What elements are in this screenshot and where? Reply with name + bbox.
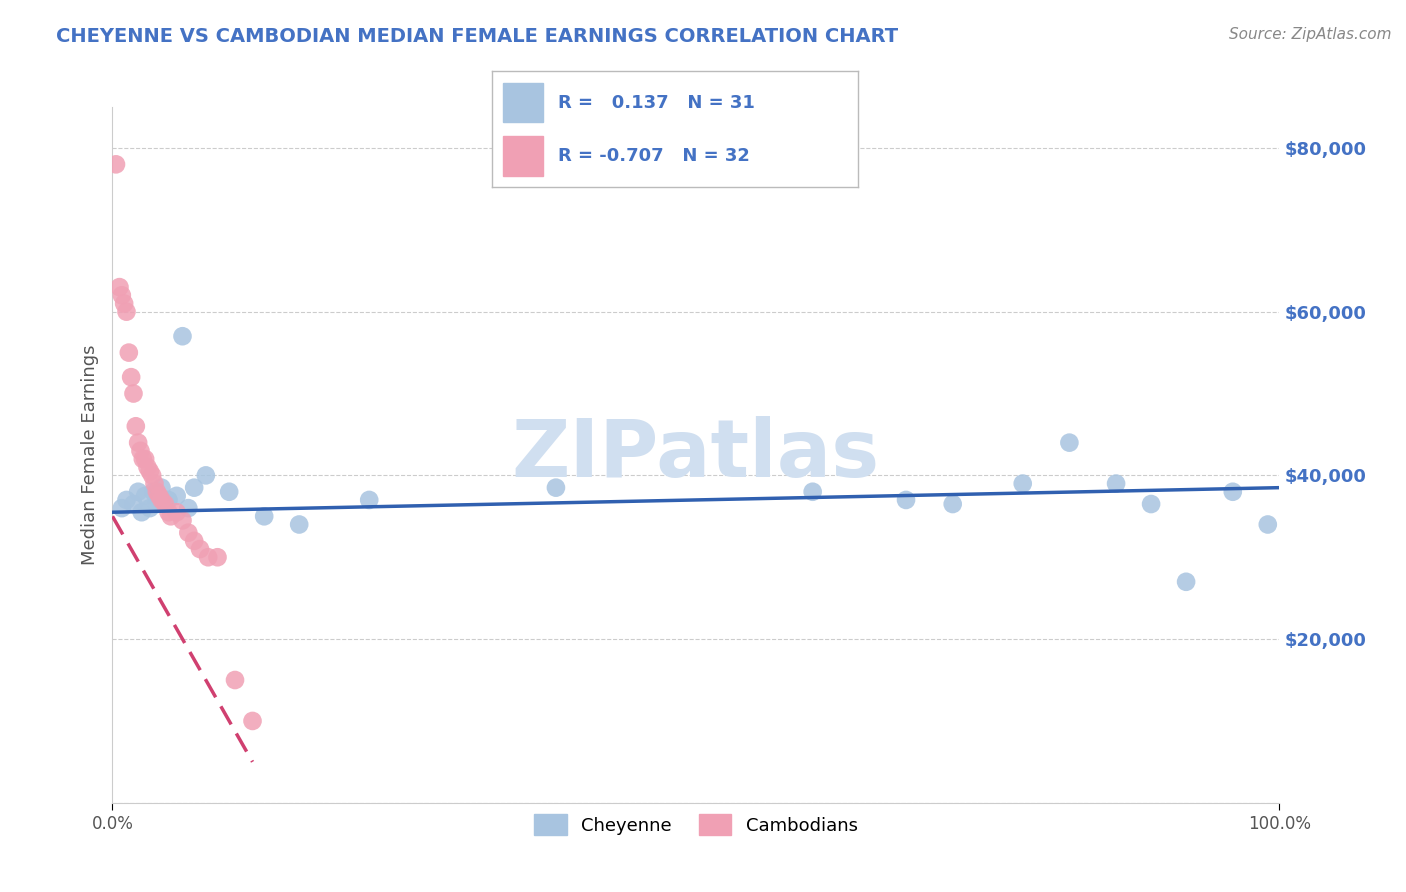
Point xyxy=(141,468,163,483)
Point xyxy=(801,484,824,499)
Point xyxy=(150,481,173,495)
Point xyxy=(127,484,149,499)
Point xyxy=(157,492,180,507)
Point xyxy=(544,481,567,495)
Point xyxy=(150,492,173,507)
Point xyxy=(1011,476,1033,491)
Point xyxy=(118,345,141,359)
Point xyxy=(183,533,205,548)
Point xyxy=(1140,497,1163,511)
Point xyxy=(146,484,169,499)
Point xyxy=(177,501,200,516)
Point xyxy=(183,481,205,495)
Bar xyxy=(503,136,543,176)
Point xyxy=(188,542,211,557)
Point xyxy=(115,304,138,318)
Point xyxy=(894,492,917,507)
Point xyxy=(108,280,131,294)
Point xyxy=(197,550,219,565)
Point xyxy=(104,157,127,171)
Point xyxy=(122,386,145,401)
Point xyxy=(172,329,194,343)
Point xyxy=(111,501,134,516)
Point xyxy=(172,513,194,527)
Point xyxy=(1175,574,1198,589)
Point xyxy=(177,525,200,540)
Point xyxy=(288,517,311,532)
Text: CHEYENNE VS CAMBODIAN MEDIAN FEMALE EARNINGS CORRELATION CHART: CHEYENNE VS CAMBODIAN MEDIAN FEMALE EARN… xyxy=(56,27,898,45)
Point xyxy=(207,550,229,565)
Y-axis label: Median Female Earnings: Median Female Earnings xyxy=(80,344,98,566)
Point xyxy=(127,435,149,450)
Point xyxy=(142,484,165,499)
Legend: Cheyenne, Cambodians: Cheyenne, Cambodians xyxy=(527,807,865,842)
Point xyxy=(153,497,176,511)
Point xyxy=(218,484,240,499)
Point xyxy=(131,505,153,519)
Point xyxy=(194,468,217,483)
Point xyxy=(1257,517,1279,532)
Point xyxy=(139,501,162,516)
Point xyxy=(143,476,166,491)
Text: Source: ZipAtlas.com: Source: ZipAtlas.com xyxy=(1229,27,1392,42)
Point xyxy=(139,464,162,478)
Point xyxy=(129,443,152,458)
Point xyxy=(112,296,135,310)
Point xyxy=(160,509,183,524)
Point xyxy=(122,497,145,511)
Point xyxy=(120,370,142,384)
Point xyxy=(125,419,148,434)
Point xyxy=(148,489,170,503)
Point xyxy=(157,505,180,519)
Point xyxy=(134,452,156,467)
Point xyxy=(136,460,159,475)
Bar xyxy=(503,83,543,122)
Point xyxy=(242,714,264,728)
Point xyxy=(111,288,134,302)
Point xyxy=(166,505,188,519)
Point xyxy=(1105,476,1128,491)
Point xyxy=(132,452,155,467)
Point xyxy=(1222,484,1244,499)
Text: R =   0.137   N = 31: R = 0.137 N = 31 xyxy=(558,94,755,112)
Point xyxy=(115,492,138,507)
Point xyxy=(146,497,169,511)
Point xyxy=(942,497,965,511)
Point xyxy=(134,489,156,503)
Point xyxy=(359,492,381,507)
Point xyxy=(224,673,246,687)
Text: R = -0.707   N = 32: R = -0.707 N = 32 xyxy=(558,147,749,165)
Point xyxy=(1059,435,1081,450)
Text: ZIPatlas: ZIPatlas xyxy=(512,416,880,494)
Point xyxy=(253,509,276,524)
Point xyxy=(166,489,188,503)
